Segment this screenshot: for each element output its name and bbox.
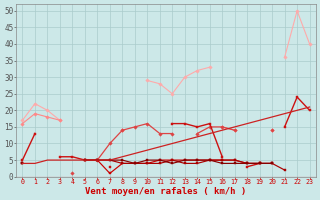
X-axis label: Vent moyen/en rafales ( km/h ): Vent moyen/en rafales ( km/h ) [85, 187, 247, 196]
